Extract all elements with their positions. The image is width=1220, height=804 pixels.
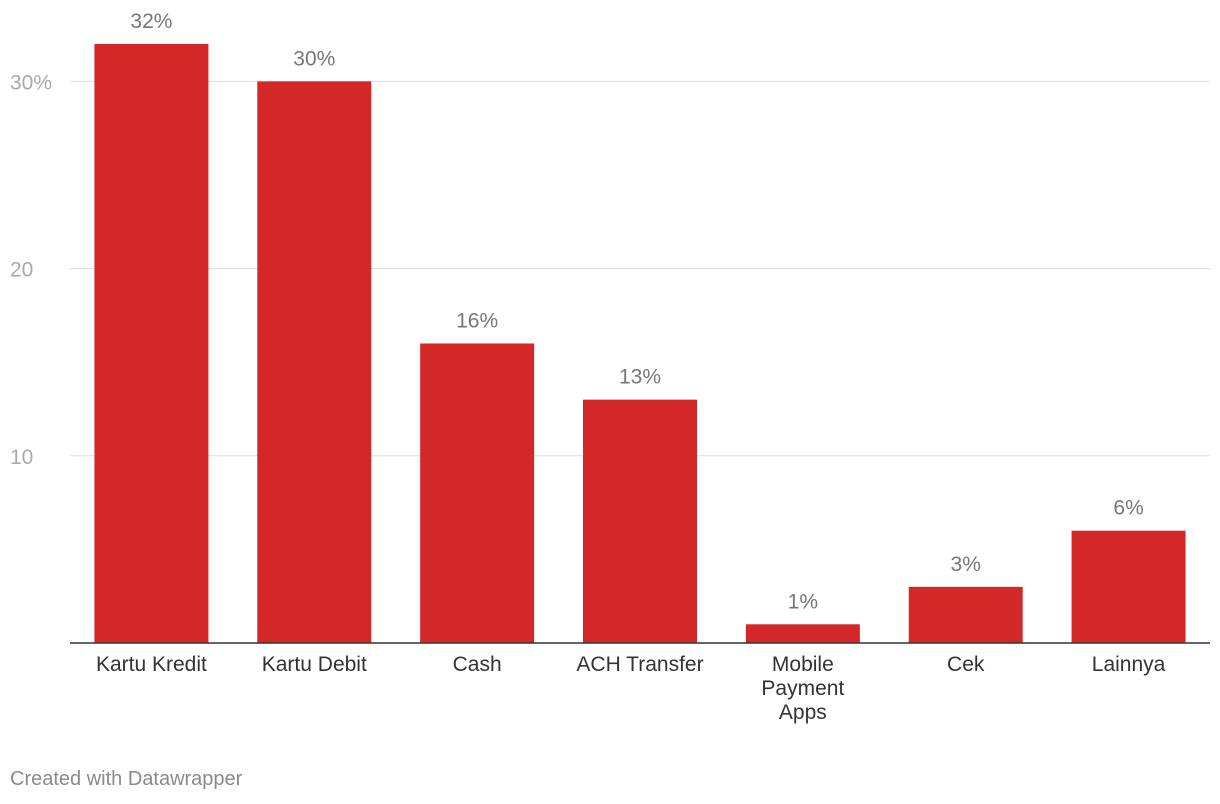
x-category-label: Lainnya [1092, 653, 1166, 676]
datawrapper-credit: Created with Datawrapper [10, 768, 243, 790]
bar-value-label: 16% [456, 309, 498, 332]
value-labels: 32% 30% 16% 13% 1% 3% 6% [130, 10, 1143, 613]
bars [94, 43, 1186, 643]
bar [1071, 530, 1186, 643]
bar-value-label: 3% [951, 553, 981, 576]
bar [420, 343, 535, 643]
bar-value-label: 30% [293, 47, 335, 70]
x-category-label: Kartu Kredit [96, 653, 207, 676]
x-category-label: ACH Transfer [576, 653, 703, 676]
bar-value-label: 13% [619, 366, 661, 389]
y-tick-label: 20 [10, 259, 33, 282]
bar-value-label: 6% [1113, 497, 1143, 520]
y-tick-label: 30% [10, 71, 52, 94]
bar [583, 399, 697, 643]
bar [745, 624, 860, 643]
x-axis: Kartu Kredit Kartu Debit Cash ACH Transfer M… [70, 642, 1210, 724]
x-category-label: Kartu Debit [262, 653, 367, 676]
bar [257, 81, 372, 643]
y-tick-label: 10 [10, 446, 33, 469]
x-category-label: Mobile Payment Apps [761, 653, 844, 724]
bar-value-label: 32% [130, 10, 172, 33]
x-category-label: Cash [453, 653, 502, 676]
bar [94, 43, 209, 643]
x-category-label: Cek [947, 653, 985, 676]
bar [908, 586, 1023, 643]
bar-value-label: 1% [788, 590, 818, 613]
